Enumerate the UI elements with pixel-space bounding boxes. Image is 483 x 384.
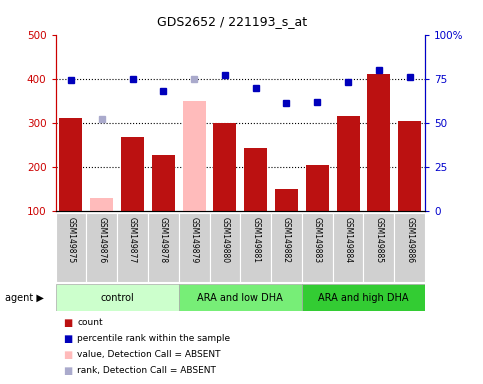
Bar bbox=[302, 284, 425, 311]
Text: GSM149886: GSM149886 bbox=[405, 217, 414, 263]
Text: rank, Detection Call = ABSENT: rank, Detection Call = ABSENT bbox=[77, 366, 216, 376]
Bar bbox=[179, 284, 302, 311]
Text: ■: ■ bbox=[63, 334, 72, 344]
Bar bbox=[275, 189, 298, 211]
Bar bbox=[59, 119, 83, 211]
Bar bbox=[337, 116, 360, 211]
Bar bbox=[271, 213, 302, 282]
Bar bbox=[213, 123, 237, 211]
Bar bbox=[179, 213, 210, 282]
Bar bbox=[56, 284, 179, 311]
Text: GSM149879: GSM149879 bbox=[190, 217, 199, 263]
Bar bbox=[244, 147, 267, 211]
Text: GSM149877: GSM149877 bbox=[128, 217, 137, 263]
Bar bbox=[86, 213, 117, 282]
Bar bbox=[117, 213, 148, 282]
Text: percentile rank within the sample: percentile rank within the sample bbox=[77, 334, 230, 343]
Bar bbox=[306, 165, 329, 211]
Text: agent ▶: agent ▶ bbox=[5, 293, 43, 303]
Text: ■: ■ bbox=[63, 366, 72, 376]
Bar bbox=[364, 213, 394, 282]
Text: control: control bbox=[100, 293, 134, 303]
Bar bbox=[56, 213, 86, 282]
Text: GDS2652 / 221193_s_at: GDS2652 / 221193_s_at bbox=[157, 15, 307, 28]
Text: ■: ■ bbox=[63, 350, 72, 360]
Bar bbox=[240, 213, 271, 282]
Bar bbox=[121, 137, 144, 211]
Bar bbox=[152, 155, 175, 211]
Text: GSM149881: GSM149881 bbox=[251, 217, 260, 263]
Bar bbox=[333, 213, 364, 282]
Bar bbox=[210, 213, 240, 282]
Text: ■: ■ bbox=[63, 318, 72, 328]
Bar bbox=[394, 213, 425, 282]
Text: GSM149880: GSM149880 bbox=[220, 217, 229, 263]
Bar bbox=[90, 198, 114, 211]
Text: ARA and high DHA: ARA and high DHA bbox=[318, 293, 409, 303]
Text: count: count bbox=[77, 318, 103, 327]
Text: value, Detection Call = ABSENT: value, Detection Call = ABSENT bbox=[77, 350, 221, 359]
Text: ARA and low DHA: ARA and low DHA bbox=[198, 293, 283, 303]
Bar bbox=[302, 213, 333, 282]
Text: GSM149882: GSM149882 bbox=[282, 217, 291, 263]
Text: GSM149883: GSM149883 bbox=[313, 217, 322, 263]
Bar bbox=[398, 121, 421, 211]
Bar bbox=[183, 101, 206, 211]
Text: GSM149876: GSM149876 bbox=[97, 217, 106, 263]
Text: GSM149884: GSM149884 bbox=[343, 217, 353, 263]
Bar bbox=[148, 213, 179, 282]
Text: GSM149875: GSM149875 bbox=[67, 217, 75, 263]
Text: GSM149885: GSM149885 bbox=[374, 217, 384, 263]
Text: GSM149878: GSM149878 bbox=[159, 217, 168, 263]
Bar bbox=[367, 74, 390, 211]
